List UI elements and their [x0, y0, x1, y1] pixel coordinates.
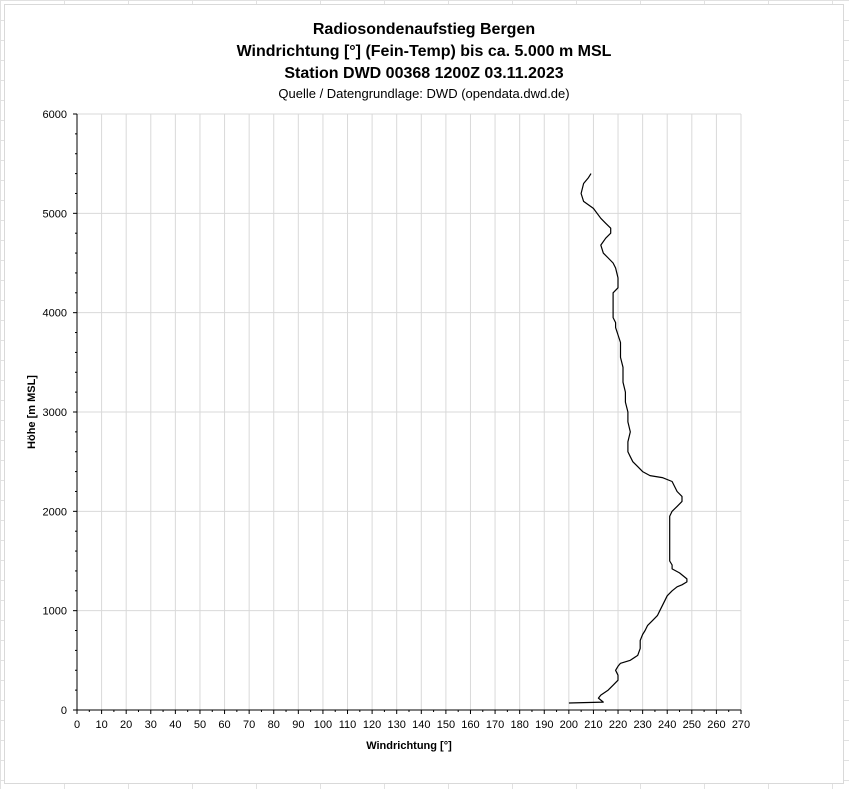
x-tick-label: 20 [120, 719, 132, 731]
x-tick-label: 150 [437, 719, 455, 731]
chart-title: Radiosondenaufstieg Bergen [312, 21, 536, 38]
x-tick-label: 180 [510, 719, 528, 731]
tick-labels: 0 10 20 30 40 50 60 70 80 90 100 110 120 130 140 150 160… [43, 109, 751, 731]
x-tick-label: 260 [707, 719, 725, 731]
x-tick-label: 220 [609, 719, 627, 731]
x-tick-label: 50 [194, 719, 206, 731]
x-tick-label: 130 [388, 719, 406, 731]
chart-title-line-2: Windrichtung [°] (Fein-Temp) bis ca. 5.0… [236, 43, 612, 60]
x-tick-label: 10 [95, 719, 107, 731]
y-tick-label: 3000 [43, 407, 67, 419]
chart-title-block: Radiosondenaufstieg Bergen Windrichtung … [5, 19, 843, 103]
x-tick-label: 60 [218, 719, 230, 731]
x-axis-title: Windrichtung [°] [366, 740, 452, 752]
y-tick-label: 0 [61, 705, 67, 717]
x-tick-label: 270 [732, 719, 750, 731]
plot-gridlines [77, 113, 742, 710]
y-tick-label: 1000 [43, 606, 67, 618]
x-tick-label: 100 [314, 719, 332, 731]
x-tick-label: 230 [633, 719, 651, 731]
x-tick-label: 240 [658, 719, 676, 731]
y-axis-title: Höhe [m MSL] [26, 375, 38, 449]
x-tick-label: 210 [584, 719, 602, 731]
chart-title-line-3: Station DWD 00368 1200Z 03.11.2023 [284, 65, 564, 82]
x-tick-label: 160 [461, 719, 479, 731]
chart-subtitle: Quelle / Datengrundlage: DWD (opendata.d… [278, 86, 570, 101]
x-tick-label: 80 [268, 719, 280, 731]
x-tick-label: 200 [560, 719, 578, 731]
x-tick-label: 190 [535, 719, 553, 731]
y-tick-label: 4000 [43, 308, 67, 320]
x-tick-label: 110 [339, 719, 357, 731]
x-tick-label: 120 [363, 719, 381, 731]
x-tick-label: 140 [412, 719, 430, 731]
y-tick-label: 6000 [43, 109, 67, 121]
x-tick-label: 90 [292, 719, 304, 731]
wind-direction-series-line [568, 173, 688, 704]
series-group [568, 173, 688, 704]
x-tick-label: 0 [74, 719, 80, 731]
x-tick-label: 40 [169, 719, 181, 731]
chart-area[interactable]: Radiosondenaufstieg Bergen Windrichtung … [4, 4, 844, 784]
x-tick-label: 30 [145, 719, 157, 731]
plot-svg: 0 10 20 30 40 50 60 70 80 90 100 110 120 130 140 150 160… [26, 109, 751, 752]
x-tick-label: 250 [683, 719, 701, 731]
x-tick-label: 70 [243, 719, 255, 731]
y-tick-label: 2000 [43, 506, 67, 518]
x-tick-label: 170 [486, 719, 504, 731]
y-tick-label: 5000 [43, 208, 67, 220]
plot-axes [73, 113, 742, 714]
